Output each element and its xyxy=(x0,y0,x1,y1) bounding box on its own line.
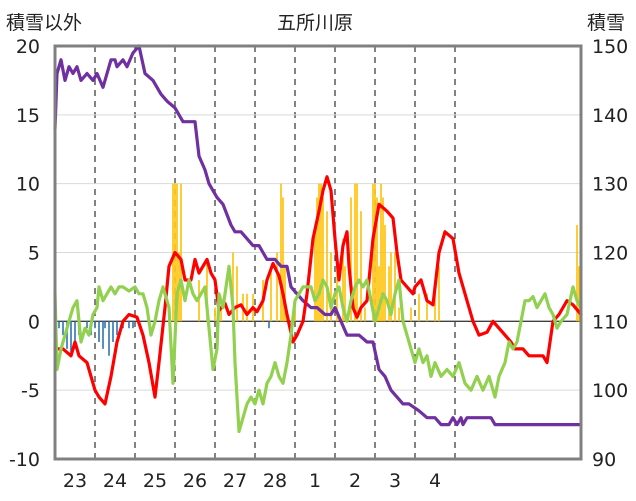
snowfall_bars-bar xyxy=(330,252,332,322)
right-tick-label: 130 xyxy=(592,174,628,196)
snowfall_bars-bar xyxy=(314,224,316,322)
negative_bars-bar xyxy=(66,321,68,349)
negative_bars-bar xyxy=(132,321,134,329)
snow_depth-line xyxy=(53,44,583,427)
negative_bars-bar xyxy=(268,321,270,329)
snowfall_bars-bar xyxy=(576,224,578,322)
snowfall_bars-bar xyxy=(360,211,362,322)
snowfall_bars-bar xyxy=(172,183,174,322)
snowfall_bars-bar xyxy=(198,280,200,322)
x-tick-label: 24 xyxy=(103,470,127,492)
x-tick-label: 27 xyxy=(223,470,247,492)
snowfall_bars-bar xyxy=(418,293,420,322)
snowfall_bars-bar xyxy=(378,266,380,322)
right-tick-label: 90 xyxy=(592,449,616,471)
snowfall_bars-bar xyxy=(320,183,322,322)
snowfall_bars-bar xyxy=(236,266,238,322)
negative_bars-bar xyxy=(86,321,88,329)
snowfall_bars-bar xyxy=(388,266,390,322)
chart-title: 五所川原 xyxy=(277,12,354,34)
left-tick-label: 20 xyxy=(16,36,40,58)
snowfall_bars-bar xyxy=(350,197,352,322)
right-tick-label: 120 xyxy=(592,243,628,265)
snowfall_bars-bar xyxy=(316,197,318,322)
snowfall_bars-bar xyxy=(322,197,324,322)
plot-frame xyxy=(53,44,583,461)
snowfall_bars-bar xyxy=(318,183,320,322)
left-tick-label: 0 xyxy=(28,311,40,333)
snowfall_bars-bar xyxy=(342,238,344,322)
snowfall_bars-bar xyxy=(280,183,282,322)
snowfall_bars-bar xyxy=(434,293,436,322)
snowfall_bars-bar xyxy=(390,252,392,322)
right-tick-label: 140 xyxy=(592,105,628,127)
negative_bars-bar xyxy=(102,321,104,349)
x-tick-label: 25 xyxy=(143,470,167,492)
negative_bars-bar xyxy=(116,321,118,336)
snowfall_bars-bar xyxy=(438,266,440,322)
snowfall_bars-bar xyxy=(326,211,328,322)
snowfall_bars-bar xyxy=(284,266,286,322)
snowfall_bars-bar xyxy=(344,266,346,322)
negative_bars-bar xyxy=(104,321,106,329)
snowfall_bars-bar xyxy=(578,266,580,322)
negative_bars-bar xyxy=(94,321,96,329)
snowfall_bars-bar xyxy=(246,293,248,322)
snowfall_bars-bar xyxy=(410,307,412,322)
snowfall_bars-bar xyxy=(426,293,428,322)
negative_bars-bar xyxy=(62,321,64,336)
snowfall_bars-bar xyxy=(282,197,284,322)
x-tick-label: 26 xyxy=(183,470,207,492)
snowfall_bars-bar xyxy=(382,197,384,322)
snowfall_bars-bar xyxy=(374,183,376,322)
right-axis-label: 積雪 xyxy=(587,12,626,34)
negative_bars-bar xyxy=(58,321,60,329)
x-tick-label: 2 xyxy=(349,470,361,492)
snowfall_bars-bar xyxy=(356,183,358,322)
right-tick-label: 100 xyxy=(592,380,628,402)
left-tick-label: 5 xyxy=(28,243,40,265)
snowfall_bars-bar xyxy=(380,183,382,322)
left-tick-label: 10 xyxy=(16,174,40,196)
snowfall_bars-bar xyxy=(398,307,400,322)
negative_bars-bar xyxy=(98,321,100,342)
snowfall_bars-bar xyxy=(384,224,386,322)
snowfall_bars-bar xyxy=(354,183,356,322)
snowfall_bars-bar xyxy=(376,197,378,322)
snowfall_bars-bar xyxy=(220,307,222,322)
snowfall_bars-bar xyxy=(180,183,182,322)
snowfall_bars-bar xyxy=(214,307,216,322)
negative_bars-bar xyxy=(74,321,76,349)
left-tick-label: 15 xyxy=(16,105,40,127)
temperature-line xyxy=(53,175,583,406)
x-tick-label: 3 xyxy=(389,470,401,492)
x-tick-label: 4 xyxy=(429,470,441,492)
snowfall_bars-bar xyxy=(206,259,208,322)
snowfall_bars-bar xyxy=(364,307,366,322)
x-tick-label: 23 xyxy=(63,470,87,492)
left-axis-label: 積雪以外 xyxy=(6,12,83,34)
right-tick-label: 110 xyxy=(592,311,628,333)
snowfall_bars-bar xyxy=(276,252,278,322)
snowfall_bars-bar xyxy=(394,252,396,322)
x-tick-label: 1 xyxy=(309,470,321,492)
negative_bars-bar xyxy=(112,321,114,342)
right-tick-label: 150 xyxy=(592,36,628,58)
negative_bars-bar xyxy=(70,321,72,356)
wind_or_other-line xyxy=(53,264,583,434)
left-tick-label: -10 xyxy=(9,449,40,471)
negative_bars-bar xyxy=(128,321,130,329)
snowfall_bars-bar xyxy=(232,252,234,322)
x-tick-label: 28 xyxy=(263,470,287,492)
negative_bars-bar xyxy=(108,321,110,356)
snowfall_bars-bar xyxy=(270,266,272,322)
snowfall_bars-bar xyxy=(336,266,338,322)
left-tick-label: -5 xyxy=(21,380,40,402)
